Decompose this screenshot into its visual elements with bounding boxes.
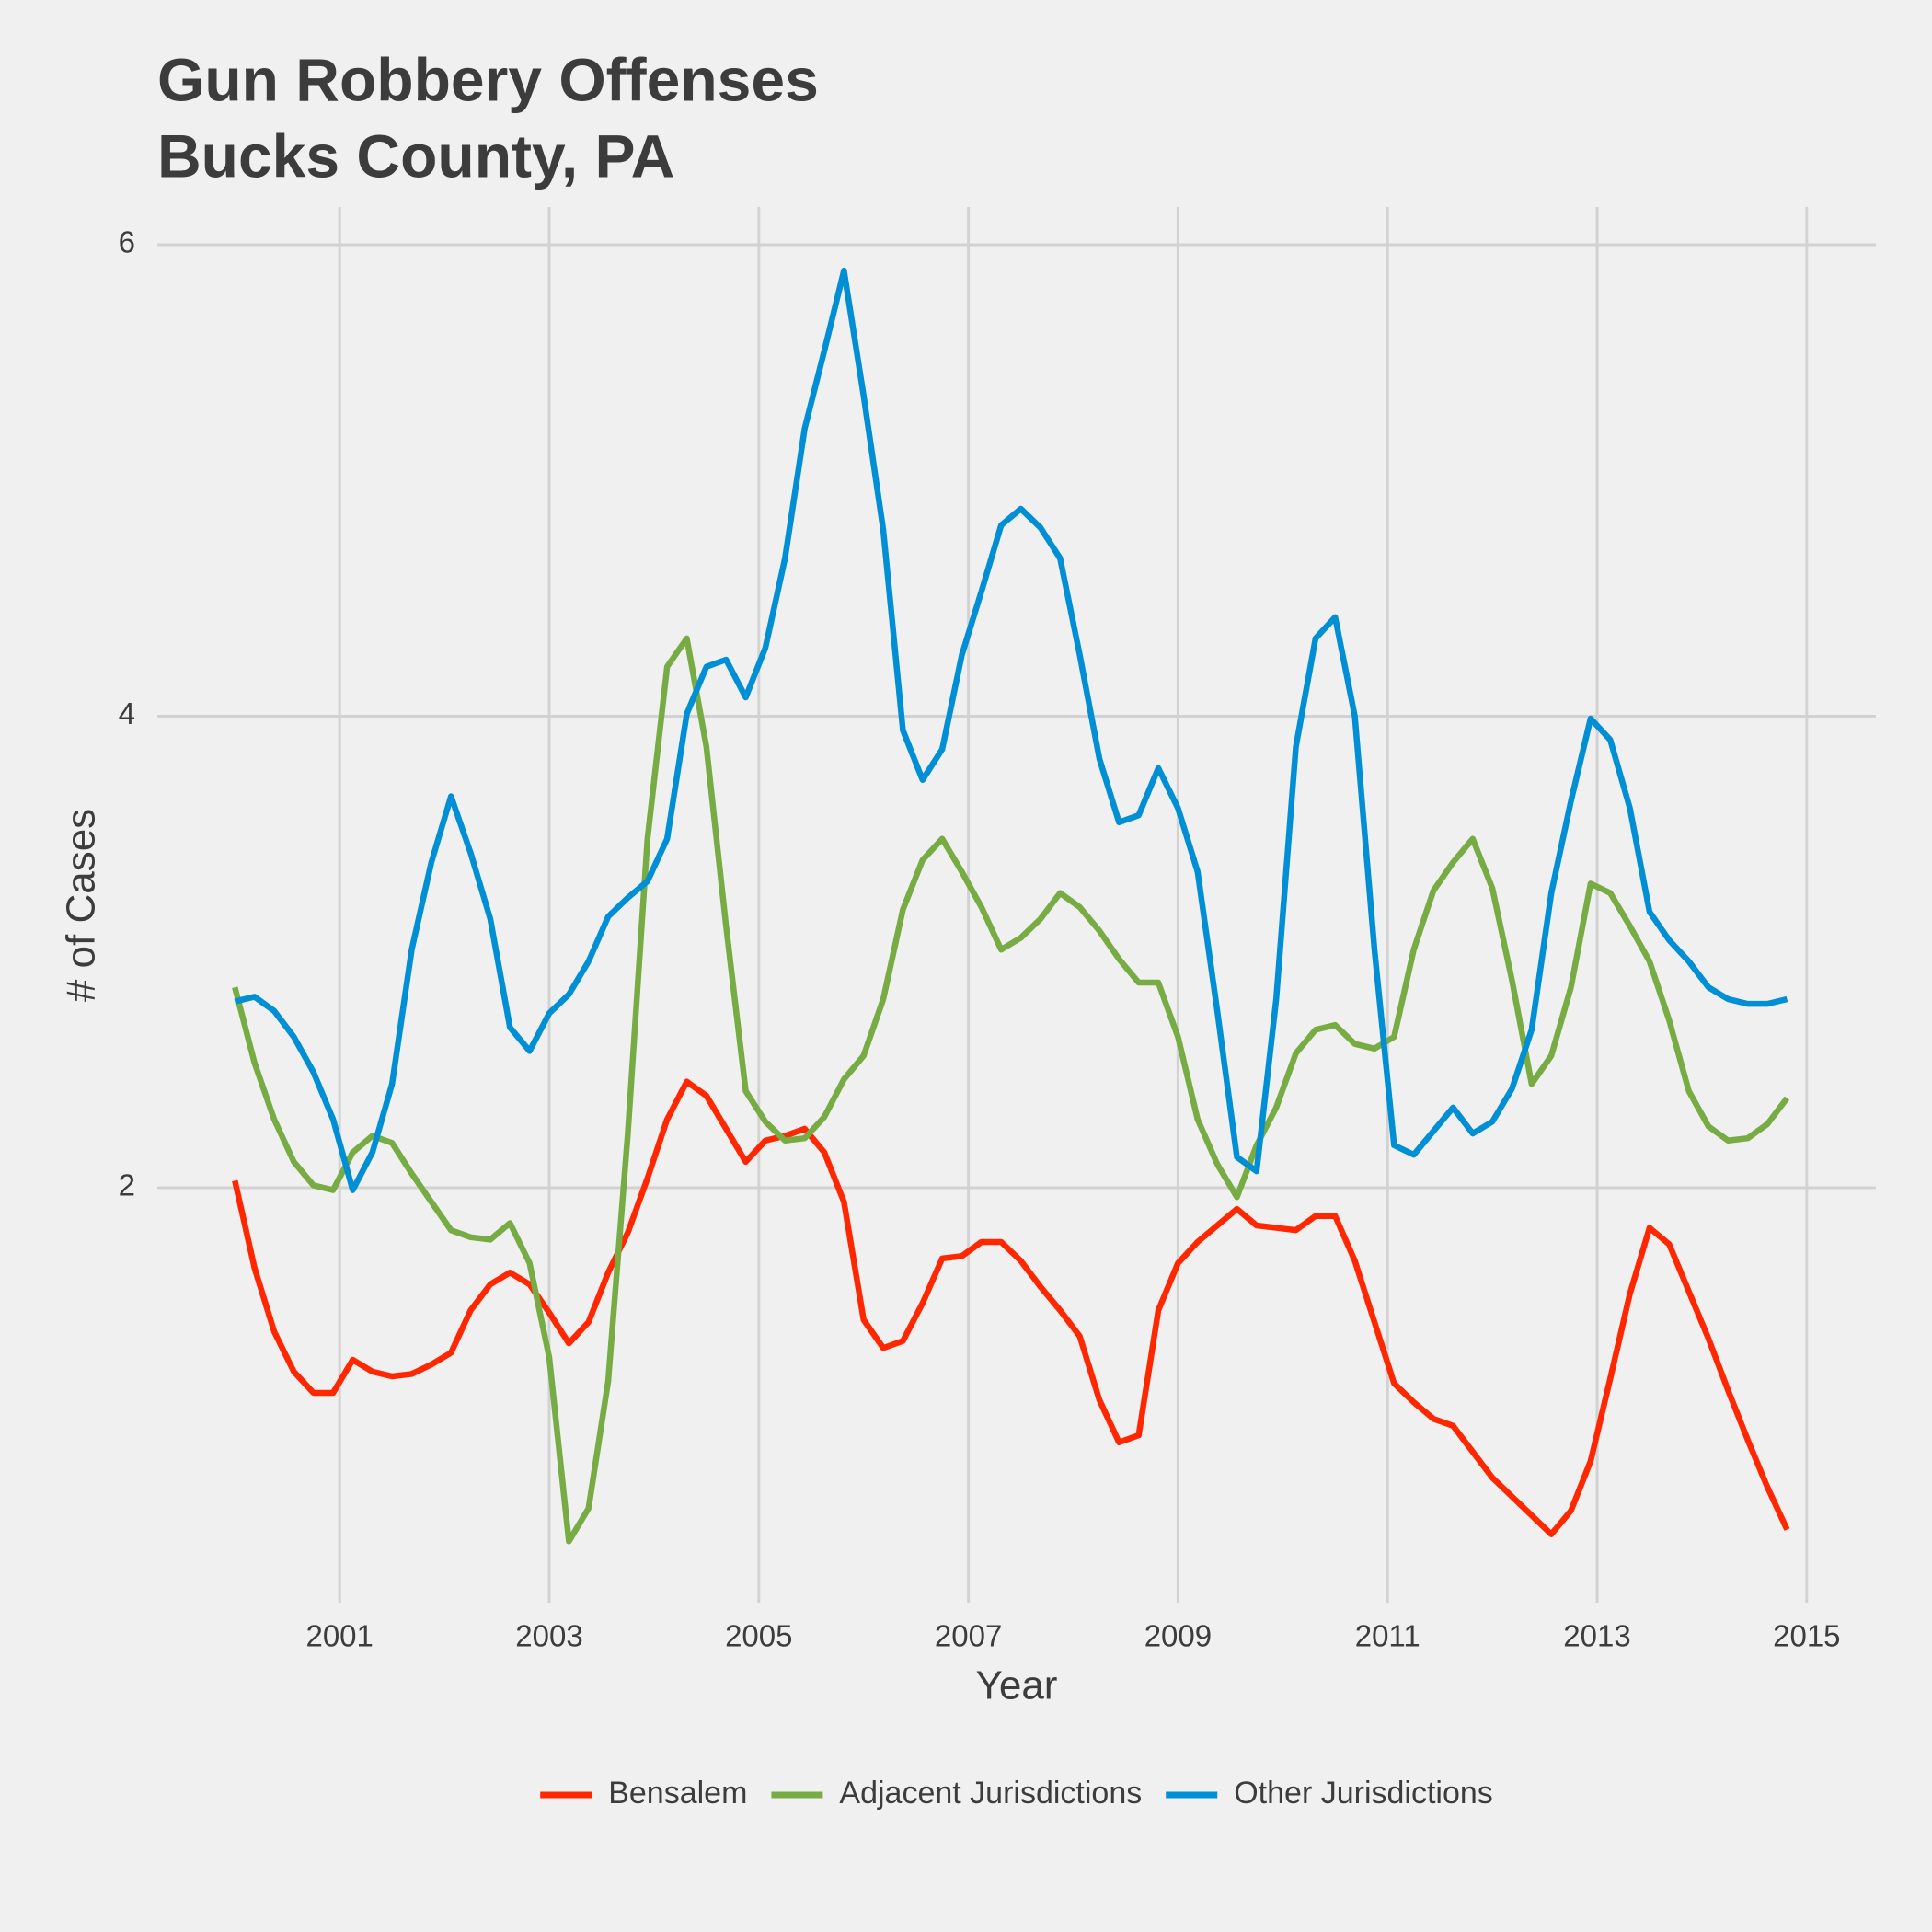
series-line <box>234 267 1788 1193</box>
x-tick-label: 2013 <box>1563 1619 1630 1653</box>
chart-subtitle: Bucks County, PA <box>157 121 674 190</box>
y-tick-label: 2 <box>119 1168 135 1202</box>
x-tick-label: 2007 <box>935 1619 1002 1653</box>
legend-label: Adjacent Jurisdictions <box>839 1776 1142 1811</box>
grid <box>157 207 1876 1603</box>
series-line <box>232 635 1790 1545</box>
x-tick-label: 2005 <box>725 1619 792 1653</box>
plot-lines <box>232 267 1790 1545</box>
x-tick-label: 2001 <box>305 1619 373 1653</box>
x-tick-label: 2003 <box>515 1619 582 1653</box>
series-line <box>232 1078 1790 1537</box>
legend: Bensalem Adjacent Jurisdictions Other Juri… <box>540 1776 1493 1811</box>
legend-label: Other Jurisdictions <box>1234 1776 1493 1811</box>
legend-label: Bensalem <box>608 1776 747 1811</box>
y-tick-label: 6 <box>119 225 135 259</box>
x-tick-label: 2009 <box>1144 1619 1212 1653</box>
chart-title: Gun Robbery Offenses <box>157 45 819 113</box>
x-axis-label: Year <box>976 1663 1058 1708</box>
x-tick-label: 2011 <box>1355 1619 1420 1653</box>
x-tick-label: 2015 <box>1773 1619 1840 1653</box>
y-axis-label: # of Cases <box>59 809 104 1002</box>
y-tick-label: 4 <box>119 696 135 730</box>
